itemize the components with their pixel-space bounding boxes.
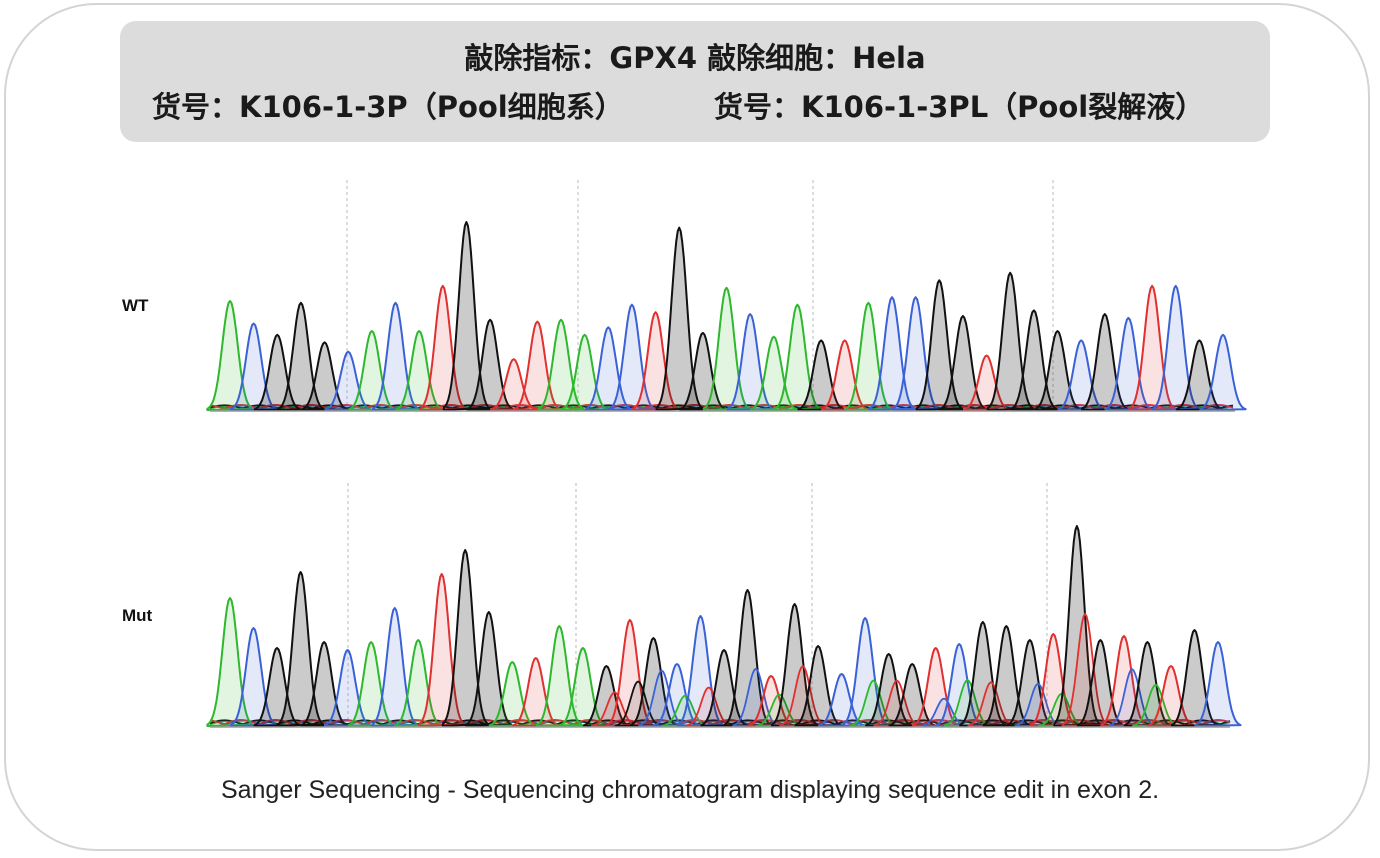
mut-chromatogram [206, 483, 1242, 728]
peak-T [631, 311, 680, 411]
wt-track-label: WT [122, 296, 149, 315]
peak-T [1147, 665, 1195, 727]
peak-A [348, 330, 396, 411]
peak-G [986, 271, 1034, 411]
peak-G [723, 589, 772, 727]
peak-C [1057, 339, 1105, 411]
peak-G [655, 226, 703, 411]
peak-A [750, 335, 798, 411]
peak-T [512, 657, 560, 727]
peak-C [324, 350, 372, 411]
peak-C [371, 607, 419, 727]
header-banner: 敲除指标：GPX4 敲除细胞：Hela 货号：K106-1-3P（Pool细胞系… [120, 21, 1270, 142]
secondary-peak-T [779, 665, 826, 727]
peak-G [466, 318, 514, 411]
peak-C [1194, 641, 1242, 727]
secondary-peak-C [1108, 668, 1155, 727]
secondary-peak-T [873, 679, 920, 727]
mut-track-label: Mut [122, 606, 153, 625]
peak-G [629, 637, 677, 727]
peak-G [465, 611, 513, 727]
peak-G [253, 647, 301, 727]
peak-G [277, 301, 325, 411]
peak-C [841, 617, 889, 727]
peak-G [1123, 641, 1171, 727]
peak-G [277, 571, 325, 727]
header-title-line: 敲除指标：GPX4 敲除细胞：Hela [464, 41, 926, 75]
peak-T [821, 339, 869, 411]
peak-A [395, 330, 443, 411]
figure-card [4, 3, 1370, 851]
catalog-number-lysate: 货号：K106-1-3PL（Pool裂解液） [714, 90, 1205, 124]
secondary-peak-T [967, 681, 1014, 727]
wt-chromatogram [206, 180, 1247, 412]
secondary-peak-C [638, 669, 685, 727]
secondary-peak-T [1061, 612, 1111, 727]
secondary-peak-T [685, 686, 732, 727]
peak-G [442, 221, 491, 411]
peak-T [419, 284, 467, 411]
peak-G [915, 279, 963, 411]
peak-C [371, 301, 420, 411]
peak-G [939, 315, 987, 411]
peak-C [1199, 333, 1247, 411]
peak-C [584, 326, 632, 411]
peak-C [1104, 316, 1153, 411]
peak-A [347, 641, 395, 727]
figure-caption: Sanger Sequencing - Sequencing chromatog… [220, 776, 1160, 804]
peak-G [1053, 525, 1101, 727]
peak-T [962, 354, 1011, 411]
catalog-number-cell-line: 货号：K106-1-3P（Pool细胞系） [152, 90, 624, 124]
peak-A [394, 639, 442, 727]
peak-C [935, 643, 983, 727]
peak-G [253, 333, 301, 411]
peak-G [441, 549, 489, 727]
peak-G [679, 331, 727, 411]
secondary-peak-C [732, 667, 779, 727]
peak-G [888, 663, 936, 727]
secondary-peak-A [1132, 683, 1179, 727]
peak-C [1152, 284, 1200, 411]
peak-C [653, 663, 701, 727]
peak-A [773, 303, 822, 411]
peak-G [794, 645, 842, 727]
peak-T [1029, 633, 1077, 727]
peak-T [490, 358, 538, 411]
secondary-peak-G [614, 680, 661, 727]
peak-C [676, 615, 725, 727]
peak-G [771, 603, 819, 727]
